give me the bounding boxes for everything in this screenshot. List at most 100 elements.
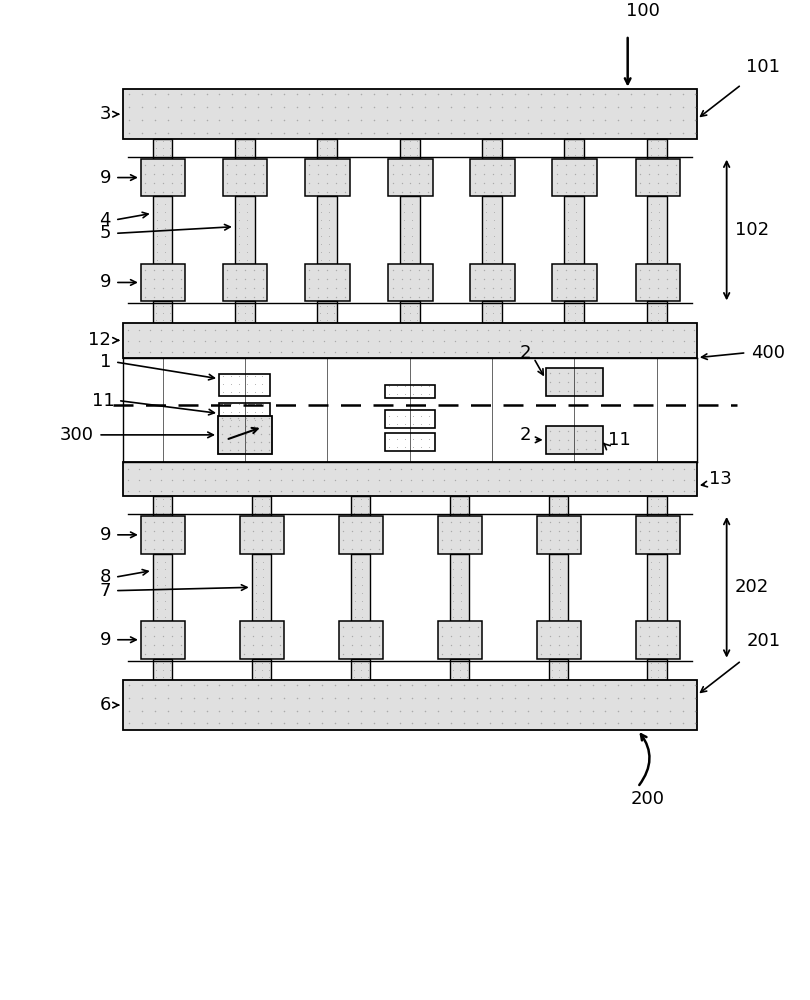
Bar <box>218 416 272 454</box>
Bar <box>400 301 420 323</box>
Bar <box>252 659 271 680</box>
Text: 2: 2 <box>519 426 531 444</box>
Bar <box>235 196 254 264</box>
Bar <box>450 496 469 516</box>
Bar <box>636 264 680 301</box>
Text: 400: 400 <box>752 344 786 362</box>
Bar <box>317 139 337 159</box>
Bar <box>240 516 284 554</box>
Bar <box>141 621 185 659</box>
Bar <box>647 554 667 621</box>
Text: 9: 9 <box>100 631 111 649</box>
Text: 4: 4 <box>100 211 111 229</box>
Text: 300: 300 <box>59 426 93 444</box>
Bar <box>565 196 584 264</box>
Bar <box>317 301 337 323</box>
Bar <box>123 462 697 496</box>
Bar <box>636 516 680 554</box>
Bar <box>351 554 370 621</box>
Bar <box>565 301 584 323</box>
Text: 9: 9 <box>100 526 111 544</box>
Bar <box>123 323 697 358</box>
Text: 3: 3 <box>100 105 111 123</box>
Bar <box>388 264 433 301</box>
Bar <box>141 159 185 196</box>
Text: 9: 9 <box>100 273 111 291</box>
Bar <box>388 159 433 196</box>
Text: 1: 1 <box>100 353 111 371</box>
Bar <box>437 516 482 554</box>
Bar <box>351 496 370 516</box>
Bar <box>141 516 185 554</box>
Bar <box>386 410 435 428</box>
Text: 201: 201 <box>747 632 781 650</box>
Bar <box>252 496 271 516</box>
Bar <box>482 196 502 264</box>
Text: 11: 11 <box>608 431 631 449</box>
Bar <box>252 554 271 621</box>
Text: 101: 101 <box>747 58 781 76</box>
Bar <box>223 159 267 196</box>
Bar <box>647 139 667 159</box>
Bar <box>647 496 667 516</box>
Bar <box>305 264 350 301</box>
Bar <box>437 621 482 659</box>
Bar <box>219 374 271 396</box>
Text: 202: 202 <box>735 578 769 596</box>
Bar <box>482 139 502 159</box>
Bar <box>317 196 337 264</box>
Bar <box>386 433 435 451</box>
Bar <box>537 516 581 554</box>
Bar <box>223 264 267 301</box>
Bar <box>152 196 173 264</box>
Bar <box>152 554 173 621</box>
Bar <box>482 301 502 323</box>
Bar <box>647 659 667 680</box>
Bar <box>450 554 469 621</box>
Bar <box>647 301 667 323</box>
Bar <box>351 659 370 680</box>
Bar <box>552 159 597 196</box>
Text: 6: 6 <box>100 696 111 714</box>
Bar <box>565 139 584 159</box>
Bar <box>546 368 603 396</box>
Bar <box>647 196 667 264</box>
Bar <box>152 659 173 680</box>
Bar <box>235 301 254 323</box>
Bar <box>548 554 569 621</box>
Bar <box>123 89 697 139</box>
Bar <box>235 139 254 159</box>
Text: 13: 13 <box>709 470 731 488</box>
Bar <box>386 385 435 398</box>
Bar <box>240 621 284 659</box>
Text: 102: 102 <box>735 221 769 239</box>
Bar <box>552 264 597 301</box>
Text: 11: 11 <box>92 392 115 410</box>
Bar <box>548 659 569 680</box>
Bar <box>305 159 350 196</box>
Bar <box>537 621 581 659</box>
Bar <box>546 426 603 454</box>
Bar <box>471 264 515 301</box>
Text: 8: 8 <box>100 568 111 586</box>
Bar <box>141 264 185 301</box>
Text: 7: 7 <box>100 582 111 600</box>
Text: 5: 5 <box>100 224 111 242</box>
Text: 9: 9 <box>100 169 111 187</box>
Bar <box>400 139 420 159</box>
Bar <box>450 659 469 680</box>
Bar <box>471 159 515 196</box>
Bar <box>152 301 173 323</box>
Bar <box>339 516 383 554</box>
Bar <box>339 621 383 659</box>
Bar <box>152 496 173 516</box>
Bar <box>636 621 680 659</box>
Bar <box>123 680 697 730</box>
Bar <box>219 403 271 424</box>
Text: 12: 12 <box>88 331 111 349</box>
Text: 200: 200 <box>630 790 664 808</box>
Text: 100: 100 <box>625 2 659 20</box>
Text: 2: 2 <box>519 344 531 362</box>
Bar <box>400 196 420 264</box>
Bar <box>152 139 173 159</box>
